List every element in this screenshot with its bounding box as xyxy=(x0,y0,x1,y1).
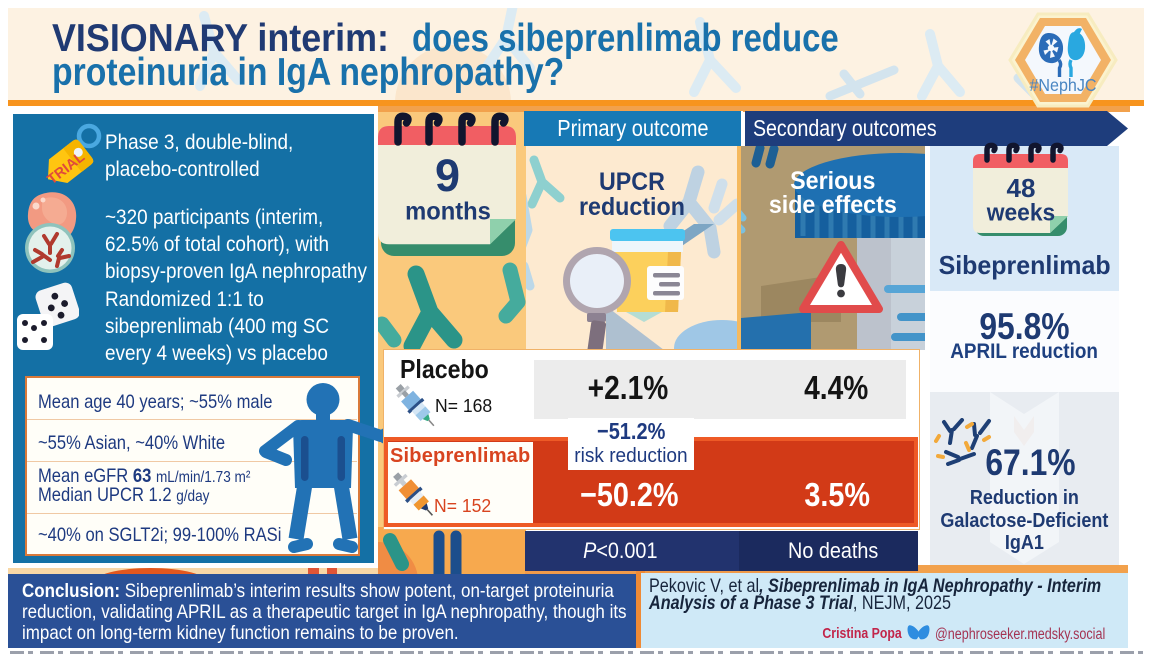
svg-text:weeks: weeks xyxy=(986,199,1055,226)
svg-text:48: 48 xyxy=(1007,173,1036,203)
svg-text:#NephJC: #NephJC xyxy=(1029,75,1096,95)
svg-text:9: 9 xyxy=(435,150,460,201)
svg-text:months: months xyxy=(405,198,491,226)
